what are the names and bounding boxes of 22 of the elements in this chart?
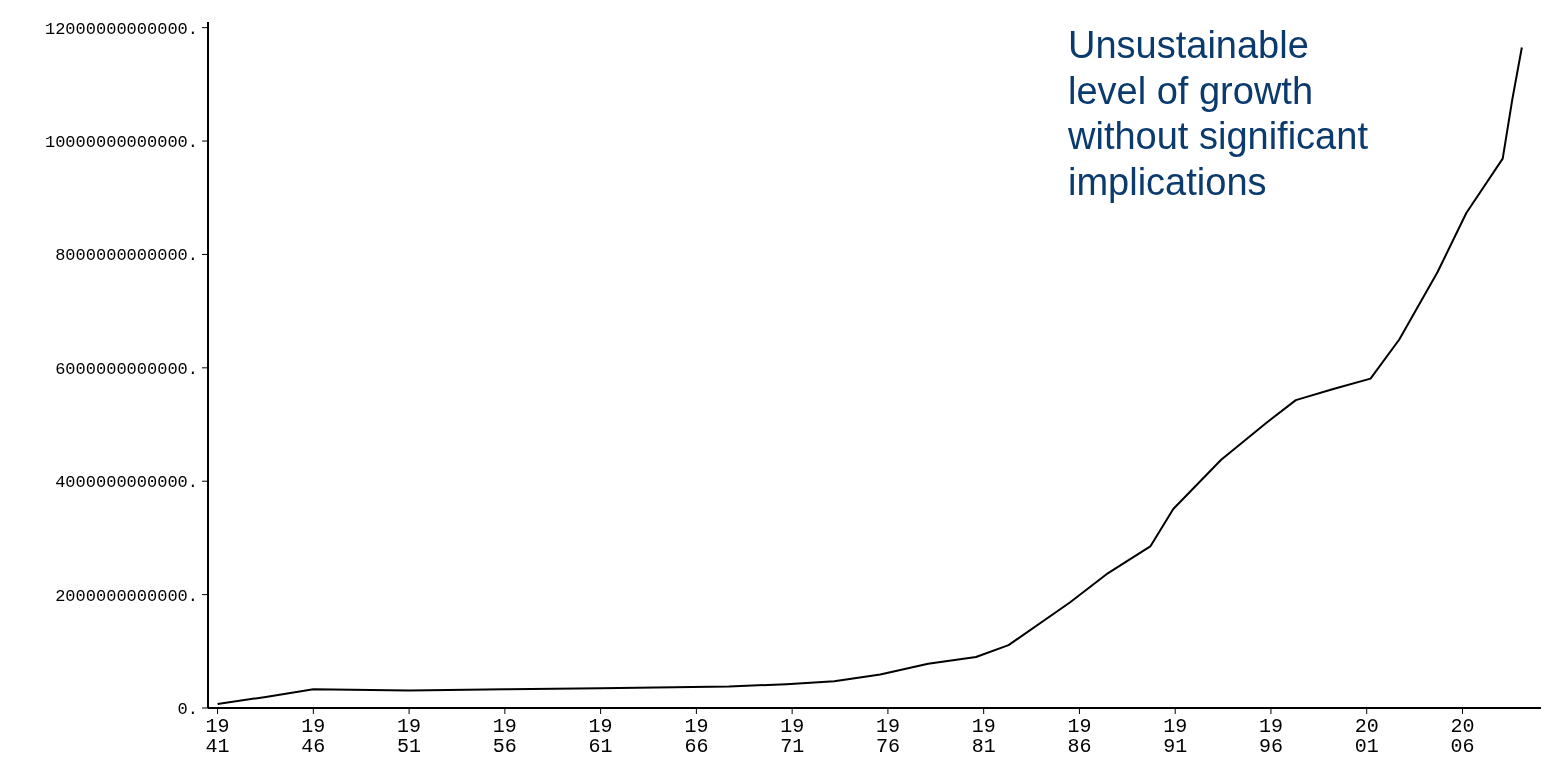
x-tick-label: 1976 <box>875 715 900 758</box>
x-tick-label: 1966 <box>684 715 709 758</box>
x-tick-label: 1996 <box>1258 715 1283 758</box>
y-tick-label: 12000000000000. <box>44 19 198 39</box>
x-tick-label: 2001 <box>1354 715 1379 758</box>
x-tick-label: 1986 <box>1067 715 1092 758</box>
y-tick-label: 8000000000000. <box>55 246 198 266</box>
x-tick-label: 1981 <box>971 715 996 758</box>
x-tick-label: 2006 <box>1450 715 1475 758</box>
x-tick-label: 1956 <box>492 715 517 758</box>
annotation: Unsustainable level of growth without significant implications <box>1067 24 1369 203</box>
y-tick-label: 0. <box>177 699 198 719</box>
y-tick-label: 6000000000000. <box>55 359 198 379</box>
y-tick-label: 2000000000000. <box>55 586 198 606</box>
x-tick-label: 1946 <box>301 715 326 758</box>
x-tick-label: 1961 <box>588 715 613 758</box>
x-tick-label: 1951 <box>397 715 422 758</box>
x-tick-label: 1941 <box>205 715 230 758</box>
y-tick-label: 4000000000000. <box>55 473 198 493</box>
x-tick-label: 1991 <box>1163 715 1188 758</box>
y-tick-label: 10000000000000. <box>44 133 198 153</box>
x-tick-label: 1971 <box>780 715 805 758</box>
